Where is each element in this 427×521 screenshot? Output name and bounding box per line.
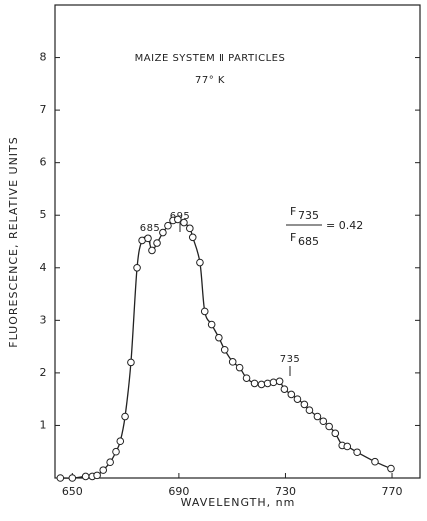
data-point bbox=[242, 374, 251, 382]
data-point bbox=[235, 363, 244, 372]
data-point bbox=[275, 377, 284, 386]
data-point bbox=[293, 395, 302, 403]
data-point bbox=[280, 385, 289, 393]
data-point bbox=[186, 224, 194, 233]
data-point bbox=[343, 442, 352, 451]
data-point bbox=[250, 379, 259, 388]
data-point bbox=[112, 447, 120, 456]
chart-title: MAIZE SYSTEM Ⅱ PARTICLES bbox=[135, 53, 286, 64]
data-point bbox=[228, 358, 237, 366]
ratio-sub: 685 bbox=[298, 235, 319, 248]
data-point bbox=[325, 422, 333, 431]
data-point bbox=[159, 228, 167, 237]
data-point bbox=[153, 239, 161, 247]
data-point bbox=[68, 474, 77, 482]
data-point bbox=[353, 448, 361, 457]
data-point bbox=[196, 258, 204, 267]
data-point bbox=[180, 218, 188, 227]
y-tick-label: 1 bbox=[40, 418, 47, 431]
data-point bbox=[148, 246, 156, 255]
ratio-letter: F bbox=[290, 205, 296, 218]
ratio-sub: 735 bbox=[298, 209, 319, 222]
data-point bbox=[56, 474, 65, 482]
y-axis-label: FLUORESCENCE, RELATIVE UNITS bbox=[7, 136, 20, 347]
data-point bbox=[207, 320, 216, 329]
y-tick-label: 6 bbox=[40, 156, 47, 169]
data-point bbox=[81, 472, 90, 481]
data-point bbox=[133, 263, 141, 272]
data-point bbox=[99, 466, 108, 474]
data-point bbox=[331, 429, 340, 438]
data-point bbox=[215, 333, 223, 342]
ratio-letter: F bbox=[290, 231, 296, 244]
data-point bbox=[220, 345, 229, 354]
peak-label: 685 bbox=[140, 223, 161, 234]
ratio-value: = 0.42 bbox=[326, 219, 363, 232]
data-point bbox=[305, 406, 314, 415]
y-tick-label: 3 bbox=[40, 313, 47, 326]
data-point bbox=[144, 234, 152, 243]
data-point bbox=[106, 458, 114, 467]
data-point bbox=[319, 417, 328, 426]
data-point bbox=[116, 437, 125, 446]
data-point bbox=[371, 457, 379, 466]
data-point bbox=[287, 390, 296, 399]
ratio: F 735 F 685 = 0.42 bbox=[286, 205, 363, 248]
data-point bbox=[313, 412, 322, 421]
data-point bbox=[127, 358, 135, 367]
x-tick-label: 690 bbox=[168, 485, 189, 498]
chart-subtitle: 77° K bbox=[195, 75, 225, 86]
x-tick-label: 650 bbox=[62, 485, 83, 498]
data-point bbox=[257, 380, 266, 389]
x-tick-label: 770 bbox=[382, 485, 403, 498]
data-point bbox=[164, 221, 172, 230]
data-point bbox=[121, 412, 129, 421]
x-axis-label: WAVELENGTH, nm bbox=[181, 496, 296, 509]
data-point bbox=[174, 215, 182, 224]
data-point bbox=[300, 400, 309, 409]
data-point bbox=[200, 307, 209, 316]
y-tick-label: 7 bbox=[40, 103, 47, 116]
data-point bbox=[387, 464, 395, 473]
y-tick-label: 4 bbox=[40, 261, 47, 274]
data-point bbox=[93, 471, 101, 480]
y-tick-label: 2 bbox=[40, 366, 47, 379]
data-point bbox=[269, 378, 278, 387]
x-tick-label: 730 bbox=[275, 485, 296, 498]
data-point bbox=[188, 233, 197, 242]
plot-frame bbox=[54, 4, 421, 479]
peak-label: 735 bbox=[280, 354, 301, 365]
y-tick-label: 5 bbox=[40, 208, 47, 221]
y-tick-label: 8 bbox=[40, 51, 47, 64]
